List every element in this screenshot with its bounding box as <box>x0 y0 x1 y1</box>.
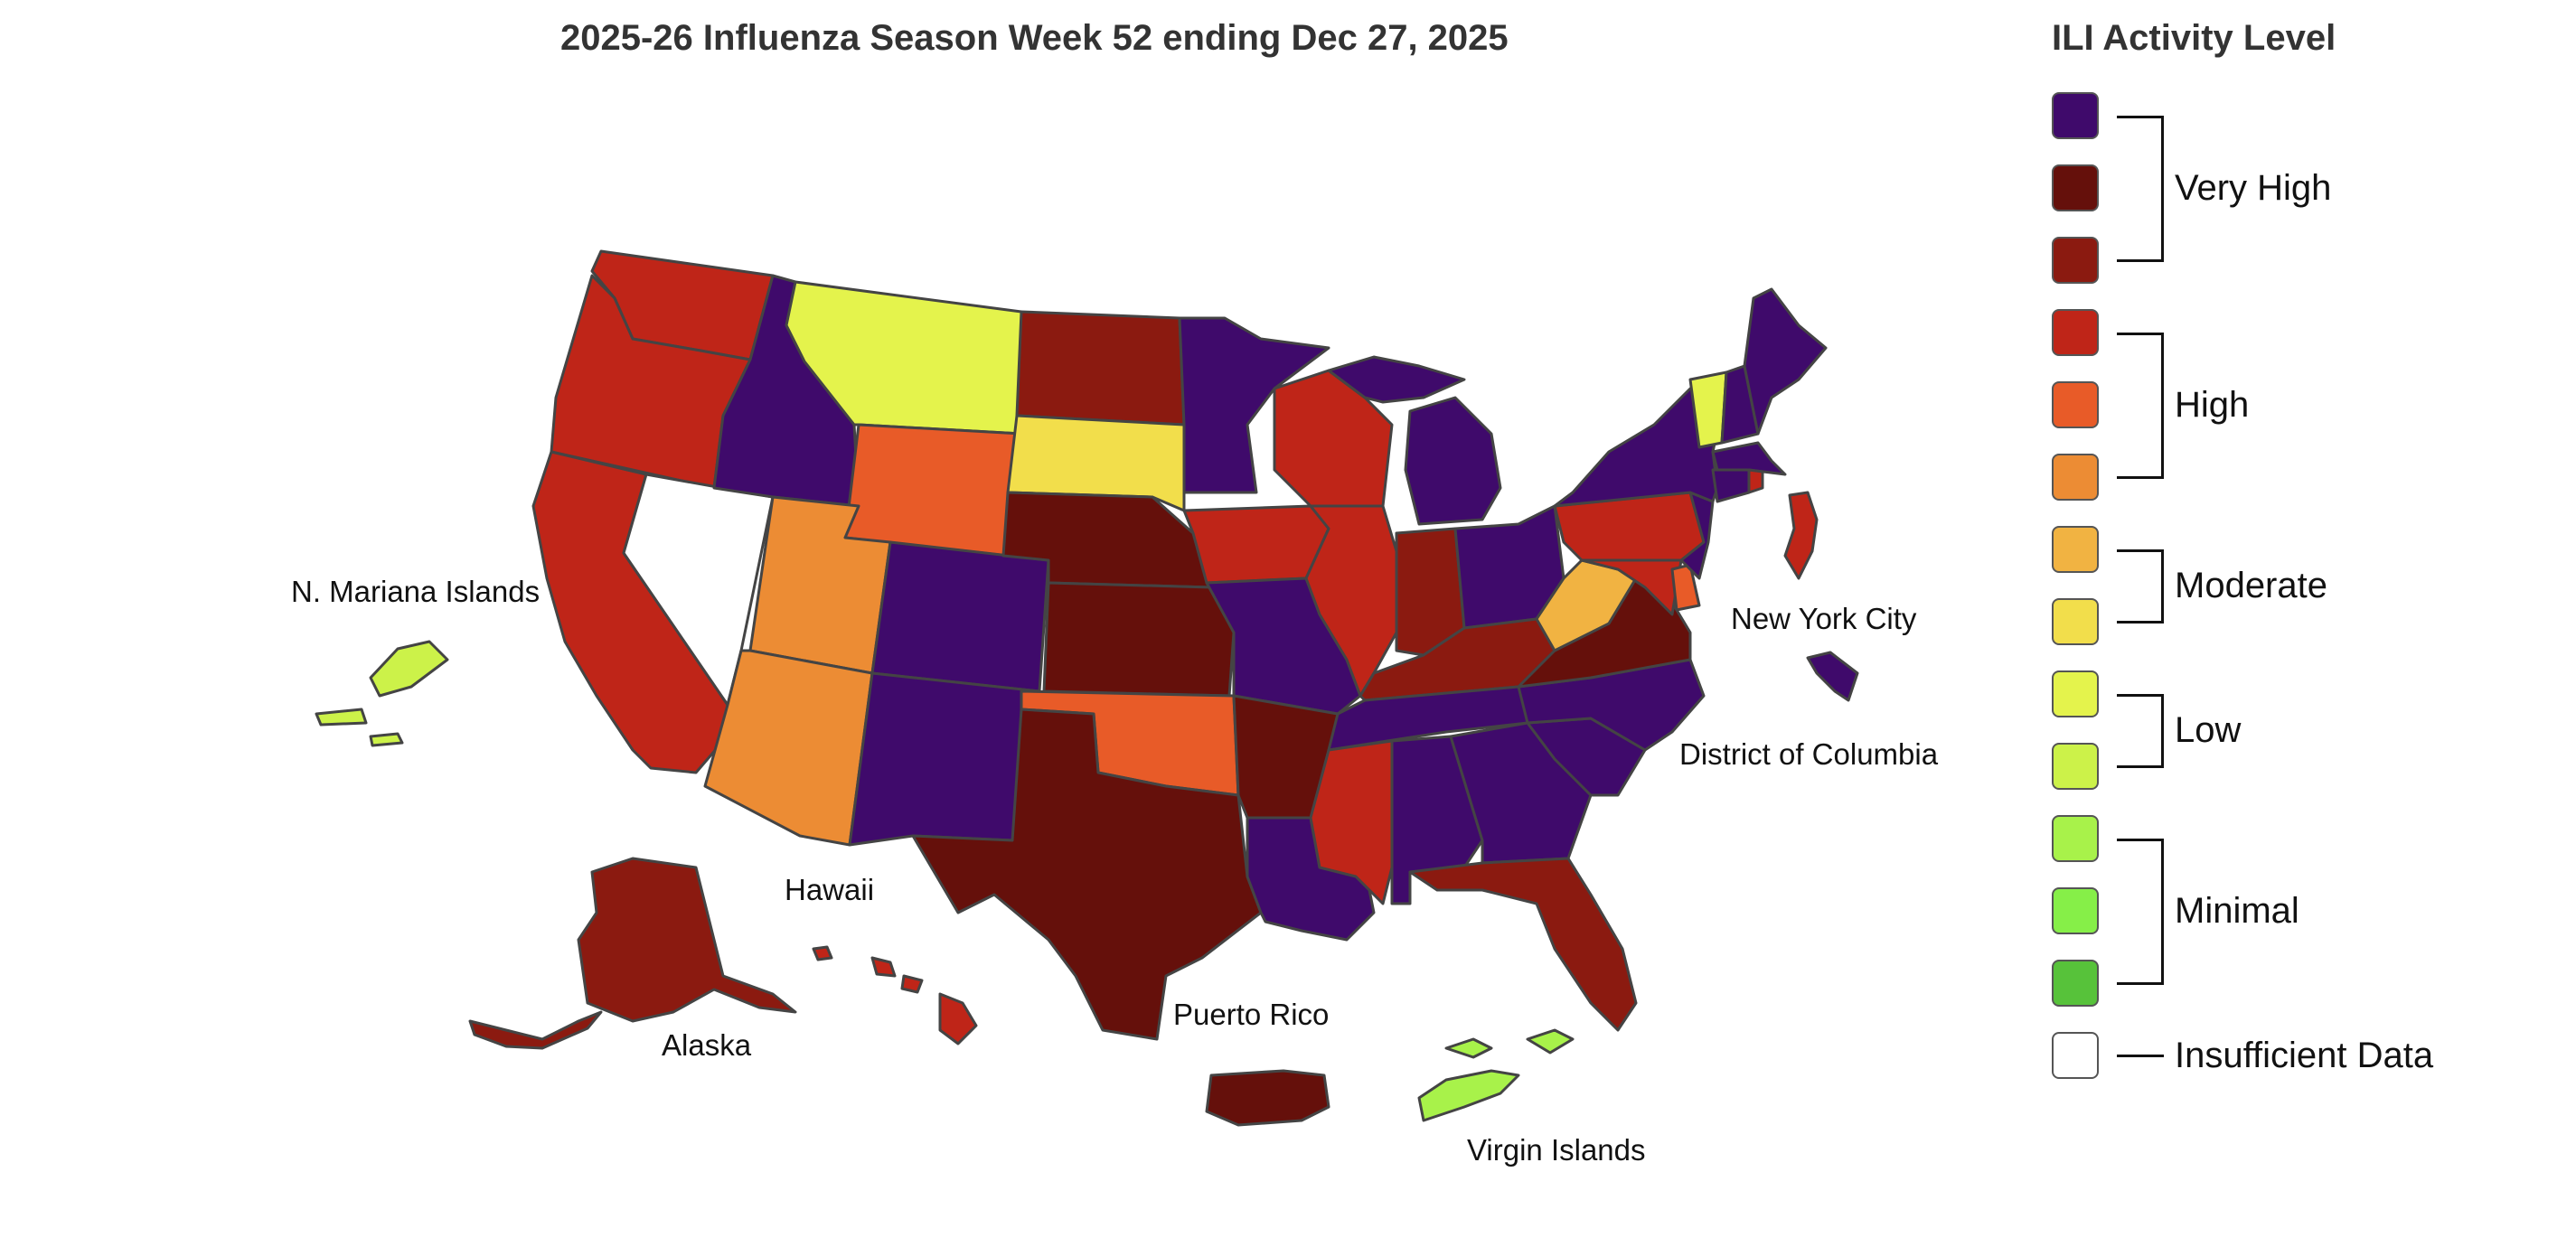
region-VI[interactable] <box>1417 1028 1575 1122</box>
region-DC[interactable] <box>1783 491 1819 580</box>
legend-bracket-high <box>2117 333 2164 479</box>
legend-swatch-minimal-2 <box>2052 887 2099 934</box>
legend-bracket-low <box>2117 694 2164 768</box>
region-NYC[interactable] <box>1806 651 1859 702</box>
legend-label-very-high: Very High <box>2175 168 2332 208</box>
legend-label-minimal: Minimal <box>2175 891 2299 931</box>
region-CO[interactable] <box>870 540 1050 693</box>
legend-swatch-high-2 <box>2052 381 2099 428</box>
region-MP[interactable] <box>315 640 449 747</box>
legend-dash-insufficient <box>2117 1055 2164 1057</box>
region-PR[interactable] <box>1205 1069 1330 1127</box>
label-new-york-city: New York City <box>1731 602 1917 635</box>
region-FL[interactable] <box>1408 857 1638 1032</box>
region-WY[interactable] <box>843 423 1023 558</box>
region-ND[interactable] <box>1015 310 1186 427</box>
label-virgin-islands: Virgin Islands <box>1467 1133 1646 1167</box>
region-NM[interactable] <box>848 671 1041 847</box>
legend-label-moderate: Moderate <box>2175 566 2327 605</box>
legend-swatch-moderate-1 <box>2052 598 2099 645</box>
legend-swatch-high-3 <box>2052 309 2099 356</box>
label-n-mariana-islands: N. Mariana Islands <box>291 575 541 608</box>
label-alaska: Alaska <box>662 1028 752 1062</box>
legend-swatch-very-high-1 <box>2052 92 2099 139</box>
region-CT[interactable] <box>1711 468 1751 503</box>
ili-legend: ILI Activity Level Very High High Modera… <box>2052 18 2558 1102</box>
region-DE[interactable] <box>1670 563 1701 612</box>
region-SD[interactable] <box>1006 414 1186 512</box>
legend-bracket-minimal <box>2117 839 2164 985</box>
legend-swatch-minimal-1 <box>2052 815 2099 862</box>
region-MD[interactable] <box>1580 558 1683 616</box>
region-MN[interactable] <box>1178 316 1330 494</box>
region-KS[interactable] <box>1042 581 1236 698</box>
label-district-of-columbia: District of Columbia <box>1679 737 1939 771</box>
region-IA[interactable] <box>1182 504 1330 585</box>
region-ME[interactable] <box>1743 287 1828 436</box>
region-AK-chain[interactable] <box>468 1010 603 1050</box>
region-HI-islands[interactable] <box>812 945 924 994</box>
legend-swatch-high-1 <box>2052 454 2099 501</box>
region-RI[interactable] <box>1747 468 1764 494</box>
legend-bracket-very-high <box>2117 116 2164 262</box>
legend-label-low: Low <box>2175 710 2242 750</box>
legend-bracket-moderate <box>2117 549 2164 624</box>
label-hawaii: Hawaii <box>785 873 875 906</box>
legend-swatch-insufficient <box>2052 1032 2099 1079</box>
region-HI[interactable] <box>938 992 978 1045</box>
region-TX[interactable] <box>911 708 1263 1041</box>
region-AK[interactable] <box>577 857 797 1023</box>
label-puerto-rico: Puerto Rico <box>1173 998 1330 1031</box>
legend-title: ILI Activity Level <box>2052 18 2336 58</box>
legend-swatch-very-high-2 <box>2052 164 2099 211</box>
region-MI-UP[interactable] <box>1327 355 1466 404</box>
region-MI[interactable] <box>1404 396 1502 526</box>
legend-swatch-low-2 <box>2052 743 2099 790</box>
legend-label-insufficient: Insufficient Data <box>2175 1036 2434 1075</box>
legend-swatch-minimal-3 <box>2052 960 2099 1007</box>
legend-swatch-moderate-2 <box>2052 526 2099 573</box>
legend-label-high: High <box>2175 385 2250 425</box>
legend-swatch-low-1 <box>2052 670 2099 717</box>
legend-swatch-very-high-3 <box>2052 237 2099 284</box>
map-title: 2025-26 Influenza Season Week 52 ending … <box>560 18 1509 58</box>
